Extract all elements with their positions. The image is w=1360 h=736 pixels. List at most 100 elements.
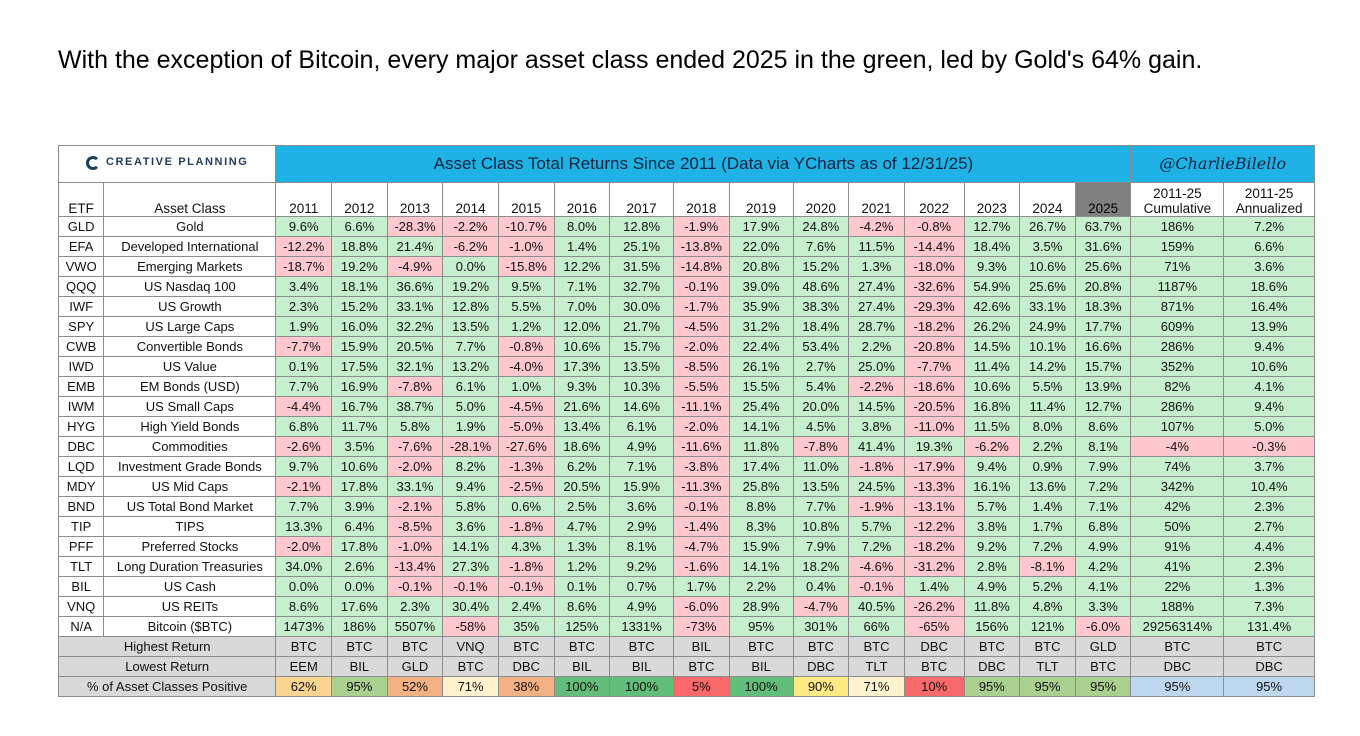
return-cell: 11.8% [963, 595, 1021, 617]
return-cell: 20.5% [386, 335, 444, 357]
return-cell: -4.7% [673, 535, 730, 557]
return-cell: 4.9% [609, 595, 675, 617]
return-cell: -1.0% [386, 535, 444, 557]
summary-cell: 100% [609, 675, 675, 697]
row-asset-name: TIPS [103, 515, 277, 537]
return-cell: 30.0% [609, 295, 675, 317]
annualized-cell: 10.4% [1223, 475, 1315, 497]
row-asset-name: US Total Bond Market [103, 495, 277, 517]
return-cell: 1473% [275, 615, 333, 637]
return-cell: 2.2% [1019, 435, 1076, 457]
return-cell: 9.4% [442, 475, 499, 497]
creative-planning-logo-icon [85, 155, 100, 170]
cumulative-cell: 42% [1130, 495, 1225, 517]
return-cell: 8.0% [1019, 415, 1076, 437]
return-cell: -4.2% [848, 215, 905, 237]
return-cell: -10.7% [497, 215, 555, 237]
cumulative-cell: 188% [1130, 595, 1225, 617]
return-cell: 6.8% [1074, 515, 1132, 537]
table-row: N/A Bitcoin ($BTC) 1473% 186% 5507% -58% 35% 12… [57, 615, 1315, 637]
return-cell: 13.5% [609, 355, 675, 377]
summary-cell: BTC [331, 635, 388, 657]
return-cell: 4.2% [1074, 555, 1132, 577]
return-cell: -5.5% [673, 375, 730, 397]
row-etf: LQD [57, 455, 105, 477]
return-cell: 5507% [386, 615, 444, 637]
annualized-cell: 4.4% [1223, 535, 1315, 557]
return-cell: -1.8% [497, 555, 555, 577]
return-cell: -18.2% [903, 535, 965, 557]
cumulative-cell: 91% [1130, 535, 1225, 557]
return-cell: 3.9% [331, 495, 388, 517]
annualized-cell: 2.7% [1223, 515, 1315, 537]
return-cell: -29.3% [903, 295, 965, 317]
header-annualized-bottom: Annualized [1235, 200, 1303, 216]
cumulative-cell: 41% [1130, 555, 1225, 577]
return-cell: 5.5% [497, 295, 555, 317]
row-etf: EFA [57, 235, 105, 257]
return-cell: 17.8% [331, 475, 388, 497]
return-cell: 6.1% [442, 375, 499, 397]
return-cell: 15.2% [792, 255, 850, 277]
header-annualized: 2011-25 Annualized [1223, 181, 1315, 217]
return-cell: 15.9% [728, 535, 794, 557]
return-cell: 11.5% [848, 235, 905, 257]
return-cell: 28.9% [728, 595, 794, 617]
return-cell: 14.1% [728, 555, 794, 577]
return-cell: 18.8% [331, 235, 388, 257]
return-cell: -7.7% [275, 335, 333, 357]
return-cell: 3.6% [442, 515, 499, 537]
return-cell: 5.2% [1019, 575, 1076, 597]
return-cell: 35% [497, 615, 555, 637]
return-cell: 32.7% [609, 275, 675, 297]
return-cell: 12.7% [963, 215, 1021, 237]
return-cell: 18.4% [792, 315, 850, 337]
header-asset-class: Asset Class [103, 181, 277, 217]
return-cell: 121% [1019, 615, 1076, 637]
return-cell: 18.3% [1074, 295, 1132, 317]
table-row: IWD US Value 0.1% 17.5% 32.1% 13.2% -4.0% 17.3%… [57, 355, 1315, 377]
header-year-2024: 2024 [1019, 181, 1076, 217]
return-cell: 10.3% [609, 375, 675, 397]
summary-cell: BTC [497, 635, 555, 657]
row-asset-name: US Nasdaq 100 [103, 275, 277, 297]
return-cell: 21.6% [553, 395, 611, 417]
summary-cell: DBC [792, 655, 850, 677]
return-cell: 1.2% [497, 315, 555, 337]
return-cell: 16.7% [331, 395, 388, 417]
return-cell: 2.5% [553, 495, 611, 517]
return-cell: 3.8% [848, 415, 905, 437]
summary-cell: 95% [331, 675, 388, 697]
return-cell: 27.4% [848, 275, 905, 297]
return-cell: 9.2% [609, 555, 675, 577]
return-cell: 13.6% [1019, 475, 1076, 497]
return-cell: 66% [848, 615, 905, 637]
return-cell: 8.6% [553, 595, 611, 617]
table-row: TLT Long Duration Treasuries 34.0% 2.6% -13.… [57, 555, 1315, 577]
annualized-cell: 18.6% [1223, 275, 1315, 297]
summary-cell: EEM [275, 655, 333, 677]
summary-cell: BIL [728, 655, 794, 677]
return-cell: 8.2% [442, 455, 499, 477]
return-cell: 21.4% [386, 235, 444, 257]
return-cell: -12.2% [903, 515, 965, 537]
annualized-cell: 9.4% [1223, 335, 1315, 357]
return-cell: 15.7% [1074, 355, 1132, 377]
return-cell: -0.1% [497, 575, 555, 597]
return-cell: 0.0% [275, 575, 333, 597]
return-cell: -4.9% [386, 255, 444, 277]
summary-cell: TLT [1019, 655, 1076, 677]
return-cell: -2.2% [442, 215, 499, 237]
return-cell: -4.6% [848, 555, 905, 577]
annualized-cell: 1.3% [1223, 575, 1315, 597]
return-cell: 7.9% [1074, 455, 1132, 477]
return-cell: -6.2% [442, 235, 499, 257]
return-cell: 16.1% [963, 475, 1021, 497]
return-cell: 15.9% [331, 335, 388, 357]
return-cell: 17.4% [728, 455, 794, 477]
table-row: DBC Commodities -2.6% 3.5% -7.6% -28.1% -27.6%… [57, 435, 1315, 457]
summary-cell: DBC [903, 635, 965, 657]
return-cell: 8.1% [609, 535, 675, 557]
return-cell: -1.0% [497, 235, 555, 257]
return-cell: -2.6% [275, 435, 333, 457]
